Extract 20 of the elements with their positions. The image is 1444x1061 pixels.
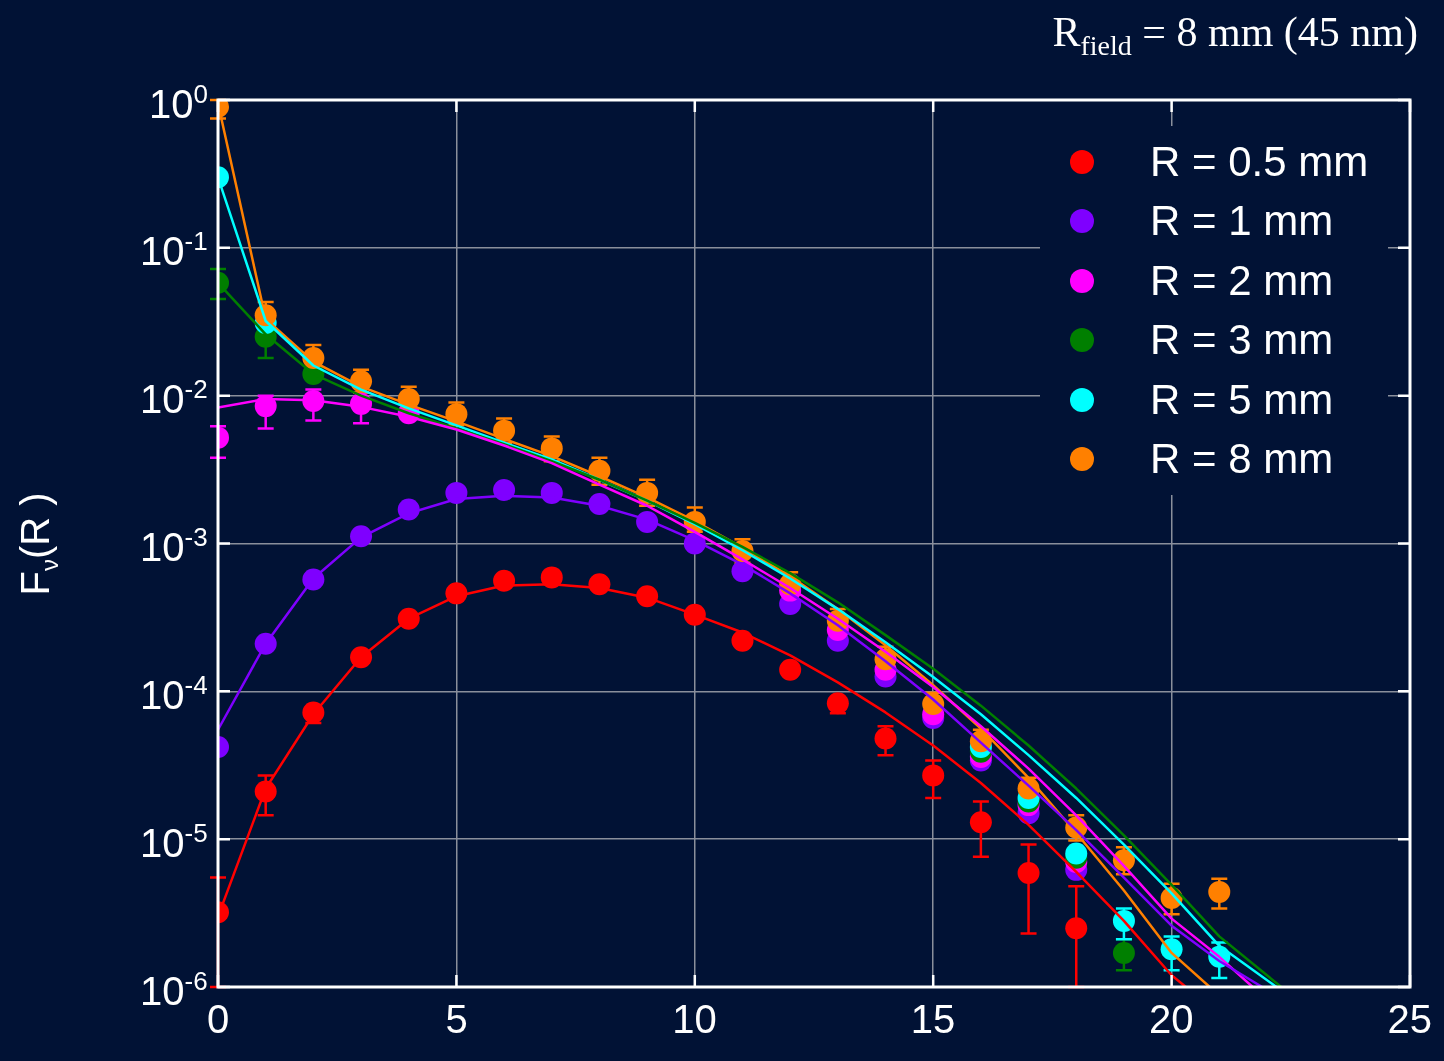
x-tick-label: 10 (672, 997, 717, 1041)
chart-title: R$_{field}$ = 8 mm (45 nm) (1052, 8, 1418, 63)
legend-label: R = 1 mm (1150, 197, 1334, 246)
legend-label: R = 3 mm (1150, 316, 1334, 365)
y-tick-label: 10$^{-5}$ (140, 817, 208, 865)
y-tick-label: 10$^{-3}$ (140, 522, 208, 569)
x-tick-label: 5 (445, 997, 468, 1041)
x-tick-label: 20 (1149, 997, 1194, 1041)
legend-label: R = 5 mm (1150, 375, 1334, 424)
y-tick-label: 10$^{0}$ (149, 78, 208, 126)
x-tick-label: 15 (910, 997, 956, 1041)
y-tick-label: 10$^{-4}$ (140, 669, 208, 717)
legend-label: R = 0.5 mm (1150, 137, 1369, 186)
y-tick-label: 10$^{-2}$ (140, 374, 208, 422)
y-tick-label: 10$^{-6}$ (140, 965, 208, 1013)
x-tick-label: 25 (1387, 997, 1432, 1041)
y-tick-label: 10$^{-1}$ (140, 226, 208, 274)
legend-label: R = 8 mm (1150, 435, 1334, 484)
x-tick-label: 0 (207, 997, 230, 1041)
legend-label: R = 2 mm (1150, 256, 1334, 305)
